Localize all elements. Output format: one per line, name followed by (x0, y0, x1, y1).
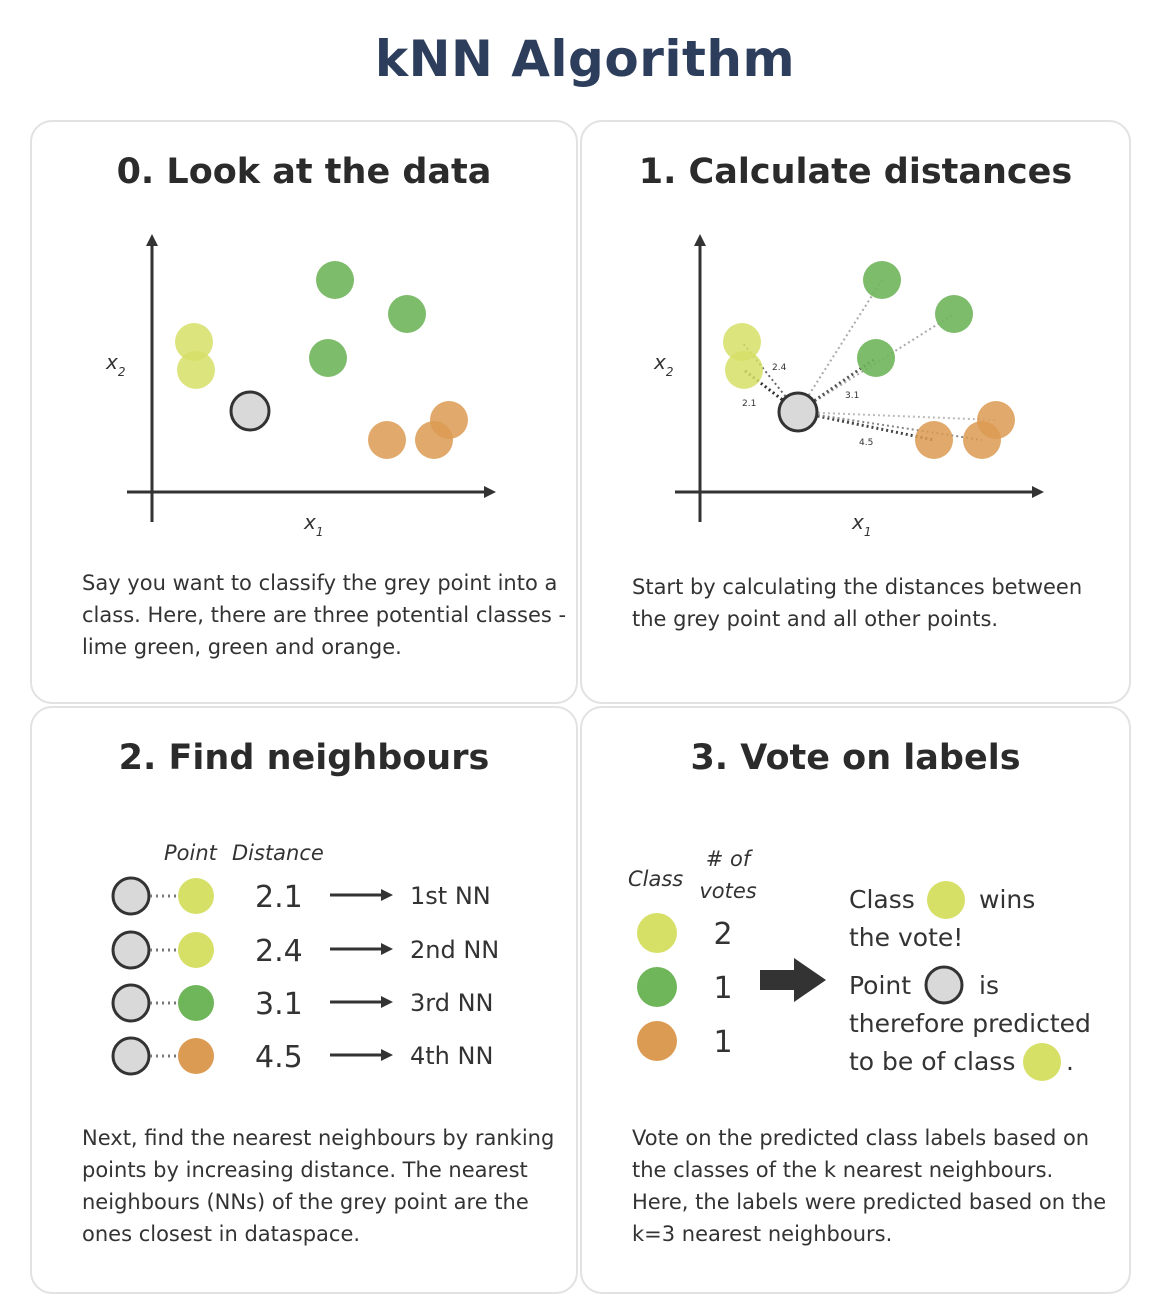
vote-count: 1 (713, 1025, 732, 1060)
panel-description: Vote on the predicted class labels based… (632, 1126, 1107, 1246)
big-arrow-icon (760, 958, 826, 1002)
result-text: to be of class (849, 1047, 1015, 1076)
grey-point (111, 876, 151, 916)
green-point (637, 967, 677, 1007)
header-votes: # of (706, 847, 754, 871)
orange-point (430, 401, 468, 439)
result-text: Class (849, 885, 915, 914)
scatter-diagram-look: x2 x1 (105, 234, 496, 539)
orange-point (637, 1021, 677, 1061)
lime-point (725, 351, 763, 389)
header-votes: votes (699, 879, 756, 903)
lime-point (637, 913, 677, 953)
neighbour-distance: 2.4 (255, 934, 303, 969)
green-point (316, 261, 354, 299)
neighbour-row: 4.5 4th NN (111, 1036, 493, 1076)
orange-point (178, 1038, 214, 1074)
result-text: wins (979, 885, 1035, 914)
green-point (935, 295, 973, 333)
result-text: is (979, 971, 999, 1000)
neighbours-table: Point Distance 2.1 1st NN 2.4 2nd NN 3.1 (111, 841, 499, 1076)
y-axis-label: x2 (653, 350, 673, 379)
green-point (863, 261, 901, 299)
panel-title: 0. Look at the data (116, 152, 492, 192)
orange-point (915, 421, 953, 459)
distance-label: 3.1 (845, 391, 859, 401)
neighbour-distance: 3.1 (255, 987, 303, 1022)
grey-point (111, 930, 151, 970)
lime-point (1023, 1043, 1061, 1081)
panel-look-at-data: 0. Look at the data x2 x1 Say you want t… (30, 120, 578, 704)
panel-description: Say you want to classify the grey point … (82, 571, 567, 659)
panel-title: 1. Calculate distances (638, 152, 1073, 192)
distance-label: 2.4 (772, 363, 787, 373)
header-point: Point (164, 841, 218, 865)
neighbour-rank: 1st NN (410, 882, 491, 910)
panel-find-neighbours: 2. Find neighbours Point Distance 2.1 1s… (30, 706, 578, 1294)
vote-count: 2 (713, 917, 732, 952)
grey-point (111, 1036, 151, 1076)
grey-point (229, 390, 271, 432)
x-axis-label: x1 (851, 510, 871, 539)
lime-point (175, 323, 213, 361)
result-text: the vote! (849, 923, 963, 952)
lime-point (723, 323, 761, 361)
result-text: . (1066, 1047, 1074, 1076)
panel-title: 2. Find neighbours (118, 738, 490, 778)
x-axis-label: x1 (303, 510, 323, 539)
distance-label: 4.5 (859, 438, 873, 448)
panel-title: 3. Vote on labels (690, 738, 1021, 778)
green-point (178, 985, 214, 1021)
orange-point (368, 421, 406, 459)
green-point (857, 339, 895, 377)
y-axis-label: x2 (105, 350, 125, 379)
neighbour-rank: 3rd NN (410, 989, 493, 1017)
lime-point (178, 878, 214, 914)
neighbour-rank: 4th NN (410, 1042, 493, 1070)
lime-point (177, 351, 215, 389)
panel-description: Next, find the nearest neighbours by ran… (82, 1126, 555, 1246)
neighbour-row: 3.1 3rd NN (111, 983, 493, 1023)
result-text: Point (849, 971, 911, 1000)
green-point (309, 339, 347, 377)
neighbour-row: 2.1 1st NN (111, 876, 491, 916)
panel-calculate-distances: 1. Calculate distances x2 x1 (580, 120, 1131, 704)
header-distance: Distance (232, 841, 324, 865)
grey-point (924, 965, 964, 1005)
grey-point (111, 983, 151, 1023)
distance-label: 2.1 (742, 399, 756, 409)
lime-point (178, 932, 214, 968)
page-title: kNN Algorithm (374, 30, 796, 88)
panel-vote-on-labels: 3. Vote on labels Class # of votes 2 1 1… (580, 706, 1131, 1294)
neighbour-distance: 4.5 (255, 1040, 303, 1075)
header-class: Class (628, 867, 683, 891)
orange-point (977, 401, 1015, 439)
scatter-diagram-distances: x2 x1 2.1 2.4 3.1 4.5 (653, 234, 1044, 539)
vote-count: 1 (713, 971, 732, 1006)
neighbour-distance: 2.1 (255, 880, 303, 915)
neighbour-rank: 2nd NN (410, 936, 499, 964)
result-text: therefore predicted (849, 1009, 1091, 1038)
green-point (388, 295, 426, 333)
grey-point (777, 391, 819, 433)
neighbour-row: 2.4 2nd NN (111, 930, 499, 970)
vote-diagram: Class # of votes 2 1 1 Class wins the vo… (628, 847, 1091, 1081)
panel-description: Start by calculating the distances betwe… (632, 575, 1083, 631)
lime-point (927, 881, 965, 919)
